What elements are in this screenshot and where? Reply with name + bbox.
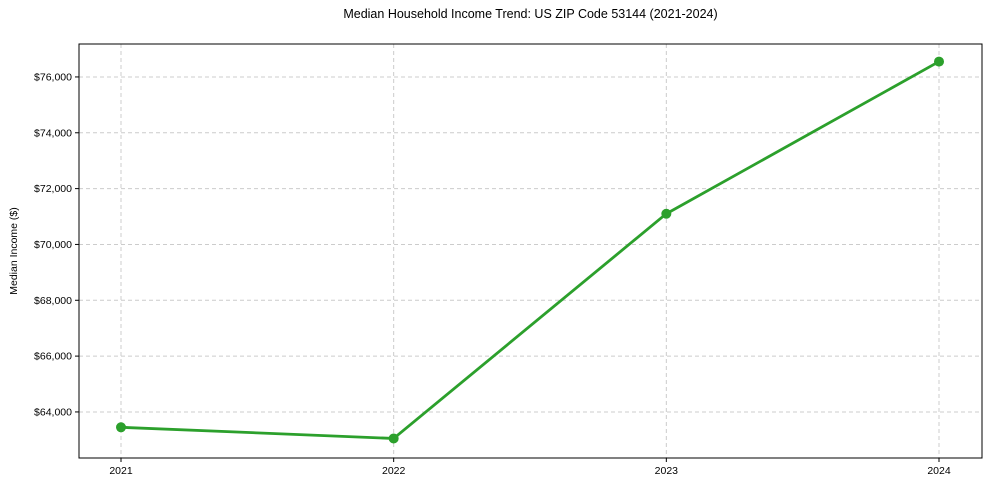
data-point [388, 433, 399, 444]
y-tick-label: $74,000 [34, 127, 72, 139]
x-tick-label: 2021 [109, 465, 133, 477]
y-tick-label: $66,000 [34, 351, 72, 363]
y-tick-label: $68,000 [34, 295, 72, 307]
data-point [934, 56, 944, 67]
y-tick-label: $76,000 [34, 71, 72, 83]
y-tick-label: $64,000 [34, 406, 72, 418]
y-tick-label: $72,000 [34, 183, 72, 195]
data-line [120, 60, 940, 440]
x-tick-label: 2022 [382, 465, 406, 477]
plot-frame [78, 43, 983, 459]
chart-title: Median Household Income Trend: US ZIP Co… [343, 7, 718, 21]
data-point [661, 208, 672, 219]
data-point [116, 422, 126, 433]
x-tick-label: 2023 [655, 465, 679, 477]
x-tick-label: 2024 [927, 465, 951, 477]
y-tick-label: $70,000 [34, 239, 72, 251]
